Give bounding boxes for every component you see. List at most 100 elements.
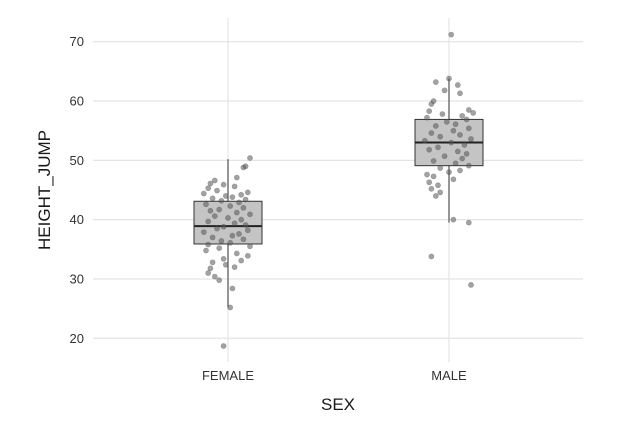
data-point — [216, 277, 223, 284]
data-point — [214, 187, 220, 194]
y-tick-label: 40 — [70, 212, 84, 227]
data-point — [222, 261, 229, 268]
box-female — [193, 200, 263, 245]
data-point — [233, 209, 240, 216]
data-point — [432, 123, 439, 129]
data-point — [220, 343, 227, 349]
data-point — [238, 191, 245, 198]
data-point — [218, 197, 225, 204]
data-point — [205, 185, 212, 192]
data-point — [247, 155, 253, 161]
y-tick-label: 30 — [70, 271, 84, 286]
data-point — [227, 203, 234, 209]
data-point — [207, 265, 214, 272]
data-point — [421, 137, 428, 144]
y-tick-label: 50 — [70, 153, 84, 168]
data-point — [450, 176, 457, 183]
data-point — [209, 234, 216, 241]
data-point — [432, 79, 439, 85]
x-tick-label: FEMALE — [202, 368, 254, 383]
data-point — [231, 220, 238, 227]
data-point — [207, 207, 214, 214]
data-point — [441, 153, 448, 160]
grid-lines — [93, 18, 583, 362]
data-point — [244, 189, 251, 196]
data-point — [452, 160, 459, 167]
data-point — [227, 239, 234, 246]
data-point — [244, 252, 251, 259]
data-point — [247, 211, 253, 218]
data-point — [465, 162, 472, 169]
data-point — [200, 229, 207, 236]
data-point — [231, 264, 238, 271]
data-point — [468, 281, 474, 288]
data-point — [216, 206, 223, 213]
data-point — [459, 112, 466, 119]
data-point — [233, 250, 240, 257]
data-point — [240, 164, 247, 171]
data-point — [437, 189, 444, 196]
data-point — [446, 75, 452, 82]
data-point — [448, 139, 455, 146]
data-point — [450, 216, 457, 223]
data-point — [448, 31, 455, 38]
tick-labels: 20 30 40 50 60 70 FEMALE MALE — [70, 34, 467, 383]
data-point — [426, 108, 433, 115]
data-point — [240, 204, 247, 211]
data-point — [205, 218, 212, 225]
data-point — [430, 173, 437, 180]
data-point — [203, 247, 209, 254]
data-point — [461, 142, 468, 148]
data-point — [437, 133, 444, 140]
data-point — [214, 225, 220, 232]
data-point — [244, 227, 251, 234]
data-point — [443, 118, 450, 125]
data-point — [439, 111, 446, 117]
data-point — [203, 201, 209, 208]
data-point — [428, 101, 435, 107]
data-point — [229, 194, 236, 201]
data-point — [240, 236, 247, 243]
data-point — [236, 199, 242, 206]
data-point — [247, 243, 253, 250]
data-point — [236, 230, 242, 237]
data-point — [200, 190, 207, 197]
data-point — [457, 90, 463, 97]
data-point — [211, 177, 218, 184]
data-point — [465, 219, 472, 226]
data-point — [430, 158, 437, 164]
data-point — [216, 245, 223, 252]
data-point — [432, 193, 439, 199]
y-axis-title: HEIGHT_JUMP — [35, 130, 54, 250]
data-point — [450, 127, 457, 134]
data-point — [459, 155, 466, 162]
data-point — [424, 114, 430, 121]
data-point — [454, 148, 461, 155]
y-tick-label: 20 — [70, 331, 84, 346]
data-point — [211, 273, 218, 280]
data-point — [435, 182, 441, 189]
data-point — [205, 241, 212, 248]
data-point — [468, 136, 474, 142]
data-point — [457, 131, 463, 138]
x-axis-title: SEX — [321, 395, 355, 414]
data-point — [441, 87, 448, 94]
data-point — [220, 223, 227, 230]
data-point — [426, 146, 433, 153]
data-point — [238, 216, 245, 223]
data-points — [200, 31, 477, 349]
y-tick-label: 60 — [70, 94, 84, 109]
y-tick-label: 70 — [70, 34, 84, 49]
data-point — [426, 179, 433, 186]
data-point — [229, 285, 236, 292]
data-point — [435, 144, 441, 151]
data-point — [238, 257, 245, 264]
data-point — [452, 121, 459, 128]
data-point — [457, 167, 463, 174]
data-point — [242, 196, 249, 203]
data-point — [207, 180, 214, 187]
data-point — [229, 232, 236, 239]
data-point — [446, 169, 452, 176]
data-point — [465, 107, 472, 113]
